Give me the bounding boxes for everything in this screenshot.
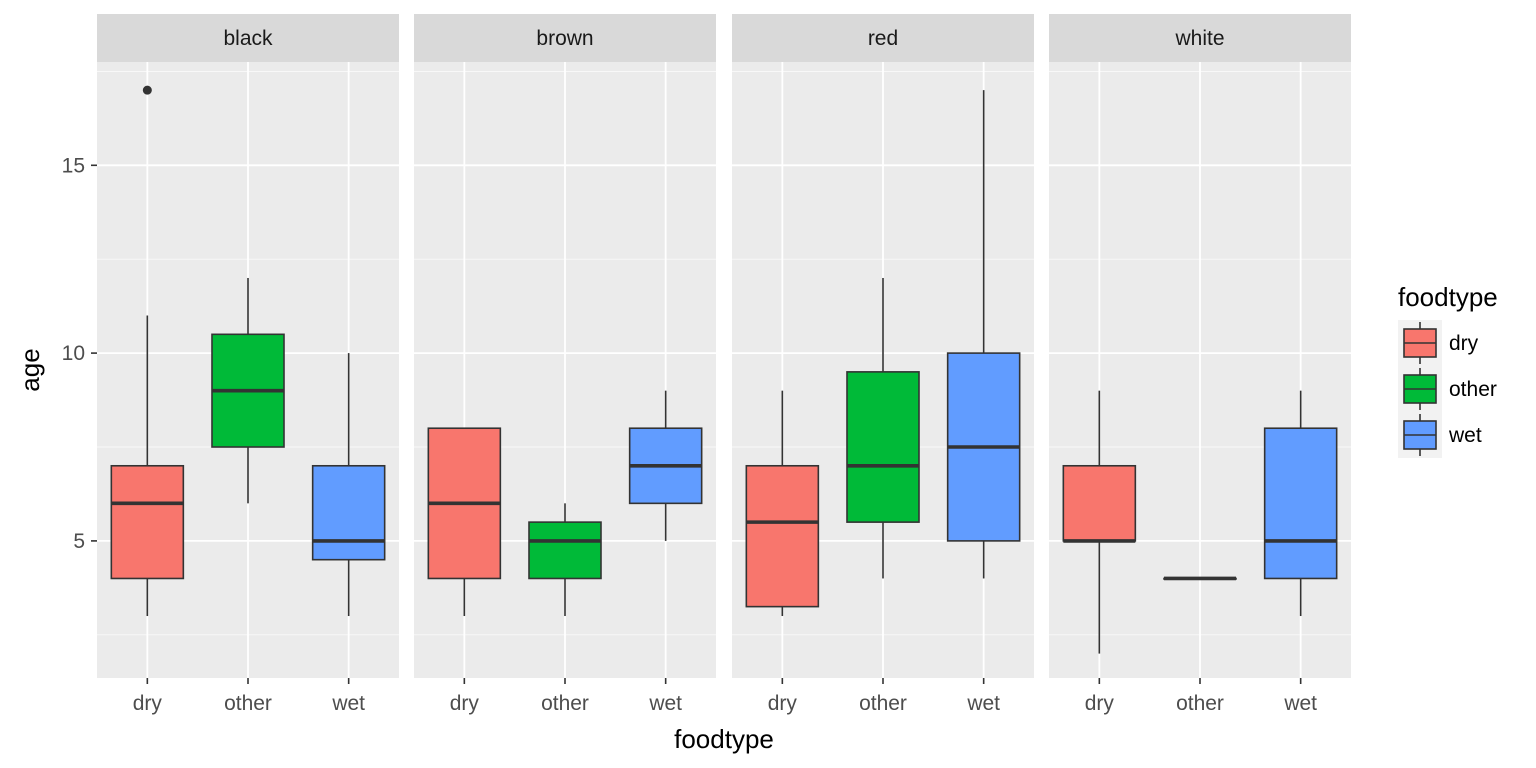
x-tick-label: wet (1283, 692, 1317, 715)
y-axis-title: age (15, 348, 45, 391)
box-red-other (846, 277, 920, 579)
legend-item-other: other (1398, 366, 1497, 412)
facet-panels: black dry other wet brown dry other wet red dry ot… (97, 14, 1351, 715)
x-tick-label: wet (966, 692, 1000, 715)
strip-label: black (223, 27, 273, 50)
legend-label: wet (1448, 424, 1482, 447)
x-tick-label: wet (331, 692, 365, 715)
box-brown-dry (427, 427, 502, 617)
facet-red: red dry other wet (732, 14, 1034, 715)
strip-label: red (868, 27, 898, 50)
legend-label: other (1449, 378, 1497, 401)
strip-label: brown (536, 27, 593, 50)
legend-label: dry (1449, 332, 1479, 355)
x-tick-label: other (224, 692, 272, 715)
strip-bg (1049, 14, 1351, 62)
y-tick-label: 5 (73, 530, 85, 553)
legend-item-dry: dry (1398, 320, 1479, 366)
legend-item-wet: wet (1398, 412, 1482, 458)
y-axis: 5 10 15 (62, 154, 97, 553)
box-brown-wet (628, 390, 703, 541)
strip-bg (97, 14, 399, 62)
y-tick-label: 15 (62, 154, 85, 177)
box-iqr (1263, 427, 1338, 580)
box-red-wet (946, 90, 1021, 579)
x-tick-label: other (1176, 692, 1224, 715)
box-iqr (528, 521, 602, 580)
box-white-dry (1062, 390, 1137, 654)
box-iqr (745, 464, 820, 608)
x-tick-label: other (541, 692, 589, 715)
box-black-dry (110, 85, 185, 617)
strip-bg (732, 14, 1034, 62)
x-tick-label: dry (1085, 692, 1115, 715)
box-white-other (1163, 576, 1237, 581)
legend: foodtype dry other wet (1398, 282, 1498, 458)
box-iqr (1062, 464, 1137, 542)
x-tick-label: wet (648, 692, 682, 715)
x-tick-label: dry (450, 692, 480, 715)
box-iqr (846, 371, 920, 523)
x-tick-label: other (859, 692, 907, 715)
x-tick-label: dry (768, 692, 798, 715)
box-brown-other (528, 503, 602, 617)
x-tick-label: dry (133, 692, 163, 715)
box-black-wet (311, 353, 386, 617)
box-white-wet (1263, 390, 1338, 617)
box-red-dry (745, 390, 820, 617)
box-iqr (311, 464, 386, 561)
strip-label: white (1174, 27, 1224, 50)
legend-title: foodtype (1398, 282, 1498, 312)
x-axis-title: foodtype (674, 724, 774, 754)
facet-brown: brown dry other wet (414, 14, 716, 715)
facet-black: black dry other wet (97, 14, 399, 715)
y-tick-label: 10 (62, 342, 85, 365)
box-black-other (211, 277, 285, 504)
facet-white: white dry other wet (1049, 14, 1351, 715)
strip-bg (414, 14, 716, 62)
outlier-point (142, 85, 152, 95)
box-iqr (110, 464, 185, 580)
